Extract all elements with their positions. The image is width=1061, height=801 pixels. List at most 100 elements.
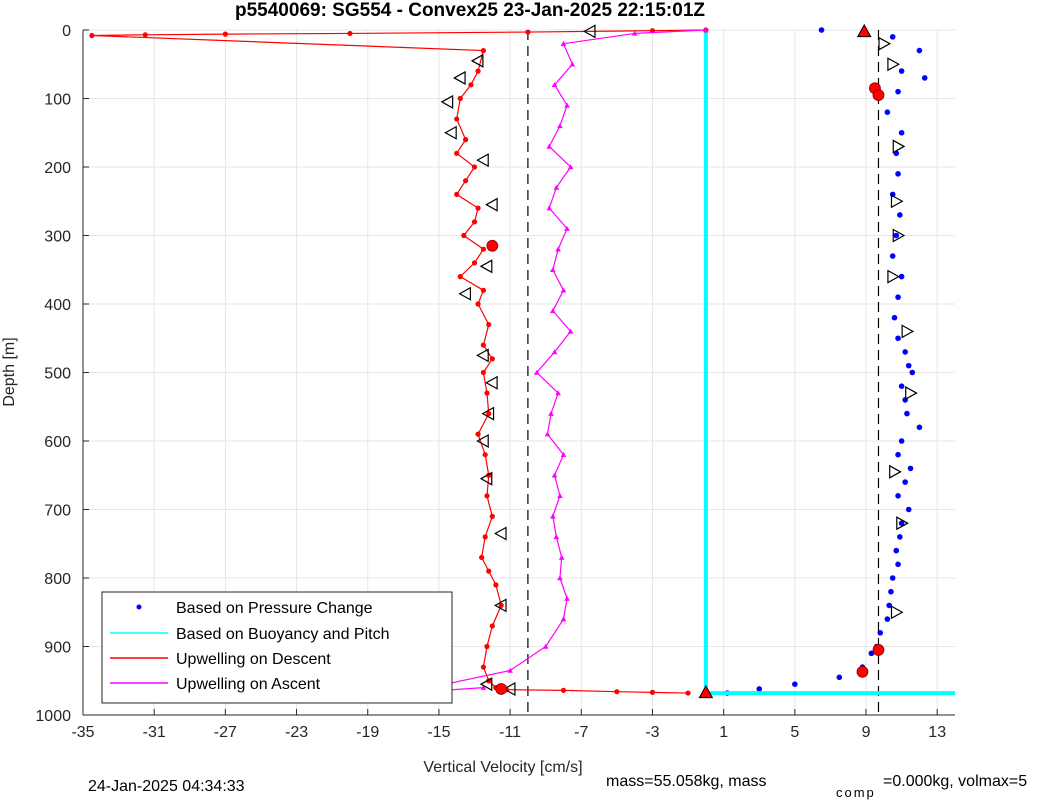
direction-marker	[502, 681, 516, 696]
data-point	[560, 287, 567, 293]
data-point	[553, 184, 560, 190]
data-point	[564, 595, 570, 601]
data-point	[468, 82, 474, 88]
direction-marker	[440, 94, 454, 109]
data-point	[649, 689, 656, 695]
data-point	[480, 246, 487, 252]
y-tick-label: 100	[44, 92, 71, 109]
data-point	[551, 349, 558, 355]
data-point	[889, 575, 896, 581]
data-point	[507, 667, 513, 673]
data-point	[564, 102, 570, 108]
x-tick-label: 1	[719, 724, 728, 741]
x-tick-label: -7	[574, 724, 588, 741]
data-point	[489, 356, 495, 362]
direction-marker	[889, 464, 902, 479]
data-point	[909, 369, 916, 376]
event-marker-circle	[856, 665, 869, 678]
direction-marker	[582, 24, 596, 39]
direction-marker	[890, 605, 904, 620]
event-marker-circle	[872, 644, 885, 656]
data-point	[889, 253, 896, 259]
data-point	[904, 410, 910, 417]
data-point	[498, 602, 504, 609]
data-point	[902, 479, 908, 485]
data-point	[480, 287, 487, 293]
data-point	[895, 493, 901, 499]
data-point	[347, 30, 353, 37]
data-point	[480, 342, 487, 348]
data-point	[756, 686, 763, 692]
direction-marker	[901, 324, 915, 339]
data-point	[895, 451, 901, 458]
data-point	[475, 431, 481, 437]
y-tick-label: 0	[62, 23, 71, 40]
data-point	[454, 116, 460, 122]
data-point	[703, 27, 709, 33]
legend: Based on Pressure Change Based on Buoyan…	[101, 591, 453, 704]
data-point	[898, 438, 905, 444]
direction-marker	[485, 197, 498, 212]
data-point	[614, 689, 620, 695]
x-axis-label: Vertical Velocity [cm/s]	[423, 759, 582, 776]
event-marker-circle	[495, 683, 508, 695]
data-point	[895, 88, 901, 95]
data-point	[560, 687, 567, 693]
event-marker-circle	[486, 239, 499, 252]
data-point	[902, 349, 908, 355]
data-point	[480, 47, 487, 54]
data-point	[569, 61, 576, 67]
data-point	[884, 109, 891, 115]
data-point	[550, 513, 556, 519]
legend-label-ascent: Upwelling on Ascent	[176, 676, 321, 693]
y-tick-label: 800	[44, 571, 71, 588]
x-tick-labels: -35 -31 -27 -23 -19 -15 -11 -7 -3 1 5 9 13	[71, 724, 946, 741]
data-point	[551, 472, 558, 478]
data-point	[884, 616, 891, 622]
data-point	[463, 178, 469, 184]
data-point	[818, 27, 825, 33]
data-point	[560, 451, 567, 457]
direction-marker	[892, 139, 906, 154]
direction-marker	[878, 36, 892, 51]
data-point	[475, 301, 481, 307]
direction-marker	[493, 526, 507, 541]
footer-comp-subscript: comp	[836, 785, 876, 800]
data-point	[471, 219, 478, 225]
data-point	[916, 424, 923, 431]
data-point	[898, 383, 905, 390]
data-point	[558, 554, 565, 560]
data-point	[542, 643, 549, 649]
data-point	[564, 225, 570, 231]
x-tick-label: -31	[143, 724, 166, 741]
data-point	[454, 150, 460, 156]
chart-title: p5540069: SG554 - Convex25 23-Jan-2025 2…	[235, 0, 705, 21]
y-tick-label: 200	[44, 160, 71, 177]
data-point	[142, 32, 148, 38]
data-point	[454, 191, 460, 197]
direction-marker	[479, 677, 493, 692]
footer-timestamp: 24-Jan-2025 04:34:33	[88, 778, 245, 795]
data-point	[567, 164, 574, 170]
series-1	[703, 30, 955, 696]
y-axis-label: Depth [m]	[1, 337, 18, 406]
data-point	[898, 68, 905, 74]
direction-marker	[458, 286, 472, 301]
x-tick-label: 9	[862, 724, 871, 741]
event-marker-triangle	[698, 684, 714, 699]
data-point	[546, 143, 553, 149]
direction-marker	[892, 228, 906, 243]
data-point	[567, 328, 574, 334]
data-point	[897, 534, 903, 540]
series-3	[400, 27, 709, 696]
data-point	[493, 582, 499, 588]
direction-marker	[476, 153, 489, 168]
data-point	[489, 623, 495, 629]
data-point	[557, 575, 563, 581]
data-point	[482, 452, 488, 458]
data-point	[877, 630, 884, 636]
data-point	[486, 411, 492, 417]
data-point	[550, 308, 556, 314]
data-point	[898, 129, 905, 136]
